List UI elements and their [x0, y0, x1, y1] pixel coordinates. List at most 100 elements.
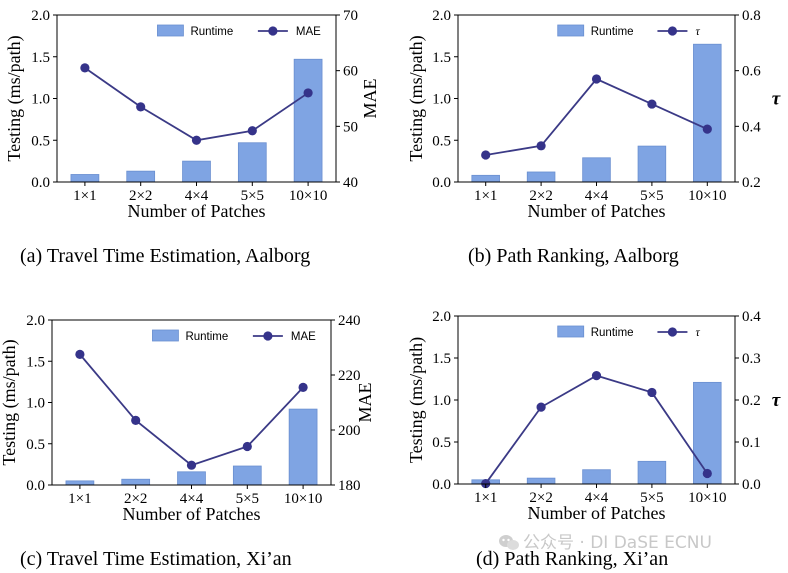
legend-metric-label: τ — [695, 325, 700, 339]
y-left-tick-label: 0.5 — [26, 437, 45, 453]
wechat-icon — [499, 535, 519, 550]
runtime-bar — [582, 157, 611, 183]
runtime-bar — [237, 142, 267, 183]
runtime-bar — [121, 478, 151, 486]
legend-metric-marker — [263, 331, 273, 341]
y-left-tick-label: 2.0 — [26, 313, 45, 329]
y-left-axis-label: Testing (ms/path) — [4, 35, 25, 161]
y-right-tick-label: 70 — [343, 8, 358, 24]
x-tick-label: 4×4 — [185, 188, 209, 204]
y-left-tick-label: 0.0 — [26, 478, 45, 494]
metric-point — [702, 468, 712, 479]
legend-metric-label: MAE — [296, 26, 321, 38]
runtime-bar — [65, 480, 95, 486]
y-right-axis-label: τ — [772, 89, 781, 110]
metric-point — [647, 387, 657, 398]
legend-runtime-label: Runtime — [185, 331, 228, 343]
y-right-tick-label: 180 — [338, 478, 361, 494]
y-left-tick-label: 0.5 — [31, 133, 50, 149]
y-left-tick-label: 1.0 — [26, 396, 45, 412]
metric-point — [591, 74, 602, 84]
x-tick-label: 5×5 — [640, 188, 663, 204]
y-left-axis-label: Testing (ms/path) — [406, 35, 427, 161]
metric-point — [75, 349, 85, 359]
x-tick-label: 10×10 — [289, 188, 327, 204]
y-right-tick-label: 0.4 — [742, 119, 761, 135]
x-tick-label: 1×1 — [73, 188, 96, 204]
panel-b: 0.0 0.5 1.0 1.5 2.0 0.2 0.4 0.6 0.8 1×1 2×2 4×4 5×5 1… — [406, 8, 781, 267]
runtime-bar — [693, 43, 722, 183]
runtime-bar — [126, 170, 156, 183]
metric-point — [536, 402, 546, 412]
y-right-tick-label: 0.8 — [742, 8, 761, 24]
metric-point — [136, 102, 146, 112]
runtime-bar — [288, 408, 318, 486]
runtime-bar — [637, 460, 667, 485]
runtime-bar — [177, 471, 206, 486]
legend-runtime-swatch — [557, 24, 585, 37]
metric-line — [84, 67, 309, 142]
legend-metric-label: τ — [695, 24, 700, 38]
y-right-tick-label: 240 — [338, 313, 361, 329]
x-tick-label: 5×5 — [640, 490, 663, 506]
y-left-tick-label: 1.0 — [31, 92, 50, 108]
metric-point — [702, 124, 712, 134]
y-right-tick-label: 0.2 — [742, 393, 761, 409]
metric-line — [484, 374, 709, 485]
runtime-bar — [637, 145, 667, 183]
panel-caption: (a) Travel Time Estimation, Aalborg — [20, 245, 310, 267]
x-tick-label: 2×2 — [124, 491, 147, 507]
x-tick-label: 5×5 — [241, 188, 264, 204]
runtime-bar — [693, 381, 722, 485]
x-tick-label: 10×10 — [688, 188, 726, 204]
metric-point — [481, 150, 491, 160]
y-right-tick-label: 0.6 — [742, 64, 761, 80]
y-right-tick-label: 0.3 — [742, 351, 761, 367]
x-tick-label: 2×2 — [529, 188, 552, 204]
y-right-tick-label: 220 — [338, 368, 361, 384]
metric-point — [191, 135, 202, 145]
y-right-tick-label: 60 — [343, 64, 358, 80]
metric-point — [647, 99, 657, 109]
x-tick-label: 4×4 — [585, 188, 609, 204]
legend-runtime-swatch — [152, 329, 179, 342]
runtime-bar — [526, 171, 556, 183]
x-axis-label: Number of Patches — [123, 504, 261, 524]
x-axis-label: Number of Patches — [528, 503, 666, 523]
y-left-tick-label: 1.0 — [432, 393, 451, 409]
metric-line — [485, 77, 708, 156]
y-right-tick-label: 0.0 — [742, 477, 761, 493]
runtime-bar — [232, 465, 262, 486]
y-left-tick-label: 1.5 — [26, 354, 45, 370]
x-axis-label: Number of Patches — [528, 201, 666, 221]
legend-runtime-label: Runtime — [591, 26, 634, 38]
legend-runtime-label: Runtime — [190, 26, 233, 38]
metric-point — [298, 382, 308, 392]
y-right-tick-label: 200 — [338, 423, 361, 439]
y-right-tick-label: 0.2 — [742, 175, 761, 191]
panel-caption: (d) Path Ranking, Xi’an — [476, 548, 668, 570]
y-left-axis-label: Testing (ms/path) — [406, 337, 427, 463]
y-left-tick-label: 1.5 — [31, 50, 50, 66]
y-left-tick-label: 2.0 — [31, 8, 50, 24]
runtime-bar — [293, 58, 323, 183]
x-tick-label: 2×2 — [529, 490, 552, 506]
y-left-tick-label: 0.5 — [432, 133, 451, 149]
y-right-axis-label: τ — [772, 390, 781, 411]
y-left-axis-label: Testing (ms/path) — [0, 339, 20, 465]
x-tick-label: 4×4 — [585, 490, 609, 506]
panel-d: 0.0 0.5 1.0 1.5 2.0 0.0 0.1 0.2 0.3 0.4 1×1 2×2 4×4 5… — [406, 309, 781, 570]
runtime-bar — [70, 174, 100, 183]
panel-c: 0.0 0.5 1.0 1.5 2.0 180 200 220 240 1×1 2×2 4×4 5×5 1… — [0, 313, 375, 570]
x-tick-label: 2×2 — [129, 188, 152, 204]
x-tick-label: 10×10 — [284, 491, 322, 507]
runtime-bar — [471, 174, 500, 183]
y-left-tick-label: 0.5 — [432, 435, 451, 451]
x-tick-label: 10×10 — [688, 490, 726, 506]
y-right-axis-label: MAE — [355, 382, 375, 422]
legend-metric-marker — [667, 327, 678, 337]
x-axis-label: Number of Patches — [128, 201, 266, 221]
runtime-bar — [582, 469, 611, 485]
metric-point — [247, 126, 257, 136]
